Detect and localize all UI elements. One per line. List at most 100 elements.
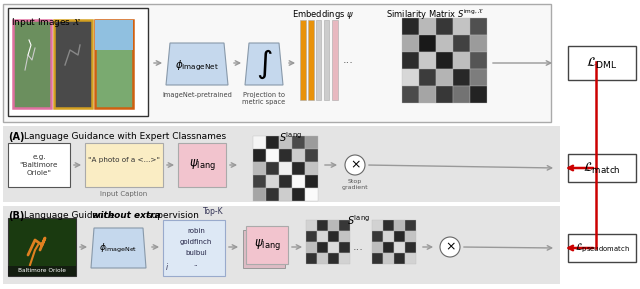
Bar: [300, 20, 306, 100]
Bar: [305, 162, 317, 175]
Bar: [372, 242, 383, 253]
Bar: [470, 86, 486, 103]
Text: i: i: [166, 263, 168, 272]
Bar: [419, 35, 435, 51]
Text: $\phi_{\mathsf{ImageNet}}$: $\phi_{\mathsf{ImageNet}}$: [99, 241, 137, 255]
Bar: [324, 20, 329, 100]
Bar: [328, 220, 339, 231]
Bar: [8, 8, 148, 116]
Bar: [436, 35, 452, 51]
Text: $\int$: $\int$: [256, 47, 272, 81]
Bar: [246, 226, 288, 264]
Text: (B): (B): [8, 211, 24, 221]
Polygon shape: [91, 228, 146, 268]
Bar: [279, 149, 291, 162]
Bar: [568, 154, 636, 182]
Polygon shape: [245, 43, 283, 85]
Bar: [292, 136, 305, 149]
Text: Input Caption: Input Caption: [100, 191, 148, 197]
Bar: [305, 149, 317, 162]
Bar: [383, 242, 394, 253]
Text: without extra: without extra: [92, 211, 161, 220]
Bar: [402, 35, 419, 51]
Bar: [306, 220, 317, 231]
Text: Similarity Matrix $S^{\mathsf{img},\mathcal{X}}$: Similarity Matrix $S^{\mathsf{img},\math…: [386, 8, 484, 23]
Text: Embeddings $\psi$: Embeddings $\psi$: [292, 8, 354, 21]
Text: Projection to
metric space: Projection to metric space: [243, 92, 285, 105]
Bar: [306, 242, 317, 253]
Bar: [339, 253, 349, 264]
Bar: [292, 175, 305, 188]
Bar: [178, 143, 226, 187]
Text: $S^{\mathsf{lang}}$: $S^{\mathsf{lang}}$: [346, 213, 369, 227]
Bar: [253, 136, 266, 149]
Bar: [253, 162, 266, 175]
Bar: [253, 175, 266, 188]
Text: Language Guidance: Language Guidance: [24, 211, 117, 220]
Bar: [470, 35, 486, 51]
Bar: [279, 162, 291, 175]
Bar: [266, 188, 278, 201]
Bar: [306, 231, 317, 242]
Text: $\times$: $\times$: [445, 240, 456, 253]
Bar: [405, 220, 415, 231]
Bar: [419, 18, 435, 34]
Bar: [266, 175, 278, 188]
Bar: [305, 136, 317, 149]
Bar: [317, 231, 328, 242]
Bar: [402, 69, 419, 86]
Circle shape: [345, 155, 365, 175]
Text: $\mathcal{L}_{\mathrm{match}}$: $\mathcal{L}_{\mathrm{match}}$: [583, 160, 621, 175]
Bar: [419, 69, 435, 86]
Bar: [419, 86, 435, 103]
Bar: [292, 162, 305, 175]
Text: Top-K: Top-K: [203, 207, 223, 216]
Bar: [372, 253, 383, 264]
Text: ImageNet-pretrained: ImageNet-pretrained: [162, 92, 232, 98]
Bar: [453, 52, 470, 68]
Bar: [436, 18, 452, 34]
Bar: [568, 234, 636, 262]
Bar: [402, 18, 419, 34]
Text: bulbul: bulbul: [185, 250, 207, 256]
Bar: [3, 126, 560, 202]
Bar: [453, 35, 470, 51]
Bar: [13, 20, 51, 108]
Bar: [85, 143, 163, 187]
Bar: [279, 175, 291, 188]
Bar: [394, 220, 404, 231]
Bar: [383, 253, 394, 264]
Text: e.g.
"Baltimore
Oriole": e.g. "Baltimore Oriole": [20, 154, 58, 176]
Bar: [279, 136, 291, 149]
Bar: [383, 231, 394, 242]
Bar: [279, 188, 291, 201]
Bar: [453, 18, 470, 34]
Bar: [243, 230, 285, 268]
Bar: [328, 253, 339, 264]
Bar: [317, 253, 328, 264]
Bar: [3, 4, 551, 122]
Bar: [305, 188, 317, 201]
Polygon shape: [166, 43, 228, 85]
Bar: [316, 20, 321, 100]
Bar: [308, 20, 314, 100]
Bar: [266, 149, 278, 162]
Text: ..: ..: [194, 261, 198, 267]
Bar: [95, 20, 133, 108]
Bar: [436, 86, 452, 103]
Text: Baltimore Oriole: Baltimore Oriole: [18, 268, 66, 273]
Bar: [405, 231, 415, 242]
Bar: [372, 231, 383, 242]
Bar: [405, 253, 415, 264]
Text: $S^{\mathsf{lang}}$: $S^{\mathsf{lang}}$: [278, 130, 301, 144]
Bar: [568, 46, 636, 80]
Bar: [436, 69, 452, 86]
Bar: [394, 242, 404, 253]
Bar: [95, 20, 133, 50]
Text: goldfinch: goldfinch: [180, 239, 212, 245]
Bar: [253, 188, 266, 201]
Bar: [292, 149, 305, 162]
Text: $\times$: $\times$: [349, 158, 360, 171]
Text: (A): (A): [8, 132, 24, 142]
Bar: [453, 69, 470, 86]
